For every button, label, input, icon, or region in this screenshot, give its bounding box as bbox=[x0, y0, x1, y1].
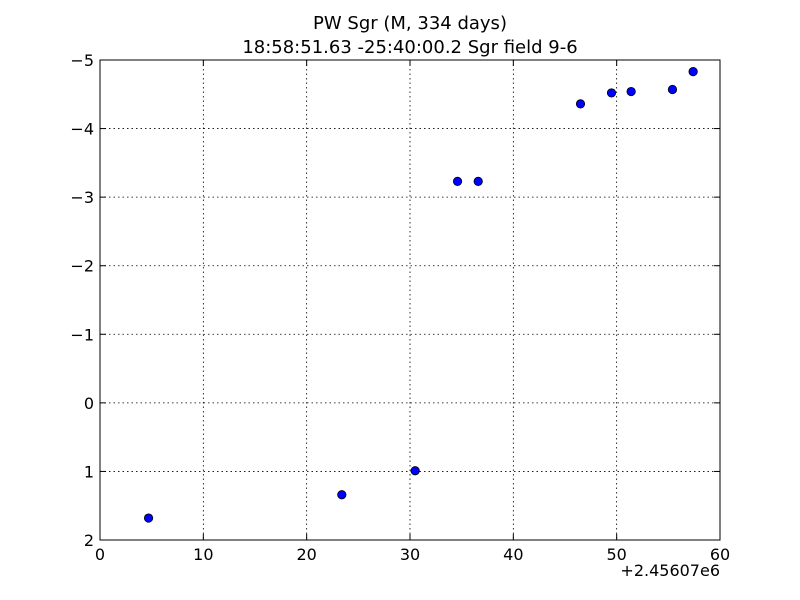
y-tick-label: −1 bbox=[70, 325, 94, 344]
x-axis-offset-label: +2.45607e6 bbox=[620, 561, 720, 580]
data-point bbox=[143, 513, 154, 523]
x-tick-label: 0 bbox=[95, 545, 105, 564]
point-marker bbox=[410, 466, 420, 476]
data-point bbox=[688, 67, 698, 77]
x-tick-label: 50 bbox=[606, 545, 626, 564]
data-point bbox=[473, 176, 483, 186]
data-point bbox=[452, 176, 463, 186]
data-point bbox=[575, 99, 586, 109]
x-tick-label: 30 bbox=[400, 545, 420, 564]
x-tick-label: 20 bbox=[296, 545, 316, 564]
data-point bbox=[667, 84, 678, 95]
point-marker bbox=[575, 99, 586, 109]
plot-area-frame bbox=[99, 59, 721, 541]
point-marker bbox=[688, 67, 698, 77]
y-tick-label: 0 bbox=[84, 394, 94, 413]
y-tick-label: −4 bbox=[70, 120, 94, 139]
data-point bbox=[337, 490, 347, 500]
y-tick-label: −5 bbox=[70, 51, 94, 70]
point-marker bbox=[473, 176, 483, 186]
point-marker bbox=[337, 490, 347, 500]
grid bbox=[99, 59, 721, 541]
axis-ticks: 0 10 20 30 40 50 60 −5 −4 −3 −2 −1 0 1 2 bbox=[70, 51, 730, 564]
point-marker bbox=[143, 513, 154, 523]
data-point bbox=[606, 88, 617, 98]
x-tick-label: 40 bbox=[503, 545, 523, 564]
y-tick-label: 2 bbox=[84, 531, 94, 550]
x-tick-label: 10 bbox=[193, 545, 213, 564]
y-tick-label: −3 bbox=[70, 188, 94, 207]
data-point bbox=[410, 466, 420, 476]
x-tick-label: 60 bbox=[710, 545, 730, 564]
point-marker bbox=[606, 88, 617, 98]
chart-title: PW Sgr (M, 334 days) bbox=[313, 13, 507, 34]
point-marker bbox=[667, 84, 678, 95]
data-point bbox=[626, 86, 636, 97]
chart-subtitle: 18:58:51.63 -25:40:00.2 Sgr field 9-6 bbox=[242, 37, 577, 58]
y-tick-label: 1 bbox=[84, 462, 94, 481]
point-marker bbox=[626, 86, 636, 97]
data-points bbox=[143, 67, 698, 523]
y-tick-label: −2 bbox=[70, 257, 94, 276]
point-marker bbox=[452, 176, 463, 186]
